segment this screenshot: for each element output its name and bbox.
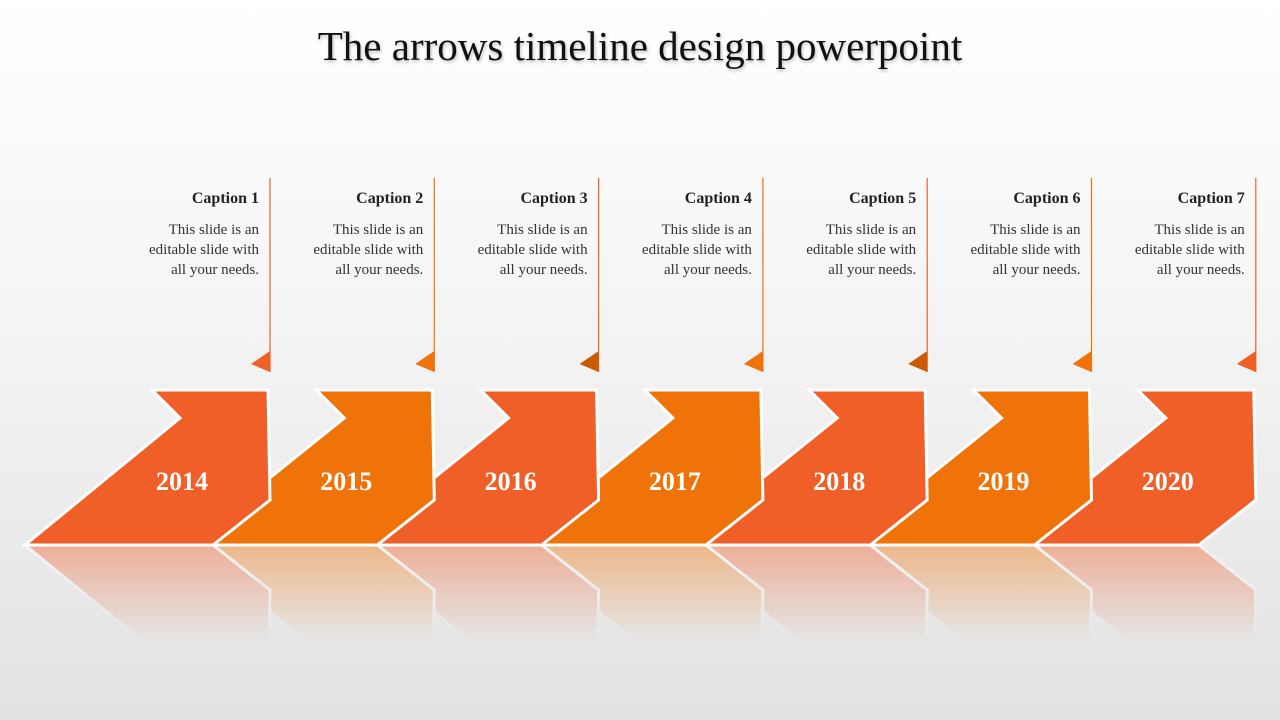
caption-description-line: all your needs. xyxy=(171,262,259,278)
caption-block: Caption 5 This slide is an editable slide … xyxy=(746,190,916,280)
year-label: 2018 xyxy=(813,467,865,496)
caption-title: Caption 7 xyxy=(1177,190,1245,207)
caption-description-line: editable slide with xyxy=(1134,242,1245,258)
caption-block: Caption 6 This slide is an editable slide … xyxy=(911,190,1081,280)
slide-title: The arrows timeline design powerpoint xyxy=(317,23,963,69)
caption-description-line: all your needs. xyxy=(499,262,588,278)
timeline-reflection xyxy=(20,543,1258,702)
caption-description-line: This slide is an xyxy=(332,222,424,238)
caption-block: Caption 3 This slide is an editable slide … xyxy=(418,190,588,280)
caption-description-line: This slide is an xyxy=(168,222,259,238)
year-label: 2019 xyxy=(978,467,1030,496)
stem-marker-triangle xyxy=(251,351,270,372)
year-label: 2014 xyxy=(156,467,208,496)
caption-block: Caption 2 This slide is an editable slide … xyxy=(253,190,423,280)
caption-description-line: editable slide with xyxy=(313,242,424,258)
caption-title: Caption 3 xyxy=(520,190,588,207)
caption-description: This slide is an editable slide with all y… xyxy=(746,220,916,280)
caption-description-line: editable slide with xyxy=(641,242,752,258)
caption-description-line: editable slide with xyxy=(806,242,917,258)
caption-block: Caption 4 This slide is an editable slide … xyxy=(582,190,752,280)
caption-description: This slide is an editable slide with all y… xyxy=(911,220,1081,280)
stem-marker-triangle xyxy=(908,351,928,372)
year-label: 2020 xyxy=(1142,467,1194,496)
caption-stems xyxy=(251,178,1257,372)
caption-description: This slide is an editable slide with all y… xyxy=(582,220,752,280)
caption-description-line: This slide is an xyxy=(825,222,917,238)
caption-description-line: all your needs. xyxy=(992,262,1081,278)
caption-description-line: This slide is an xyxy=(990,222,1081,238)
caption-title: Caption 6 xyxy=(1013,190,1081,207)
caption-title: Caption 4 xyxy=(684,190,752,207)
caption-description-line: This slide is an xyxy=(1154,222,1245,238)
caption-block: Caption 7 This slide is an editable slide … xyxy=(1075,190,1245,280)
caption-description-line: This slide is an xyxy=(497,222,588,238)
caption-description: This slide is an editable slide with all y… xyxy=(1075,220,1245,280)
caption-description-line: editable slide with xyxy=(149,242,259,258)
stem-marker-triangle xyxy=(1072,351,1092,372)
caption-description-line: editable slide with xyxy=(477,242,588,258)
year-label: 2015 xyxy=(320,467,372,496)
caption-description-line: all your needs. xyxy=(335,262,424,278)
caption-title: Caption 5 xyxy=(849,190,917,207)
caption-description: This slide is an editable slide with all y… xyxy=(253,220,423,280)
year-arrows xyxy=(20,388,1258,547)
caption-title: Caption 2 xyxy=(356,190,424,207)
caption-description-line: all your needs. xyxy=(828,262,917,278)
caption-description-line: all your needs. xyxy=(1156,262,1245,278)
caption-title: Caption 1 xyxy=(191,190,259,207)
caption-description: This slide is an editable slide with all y… xyxy=(418,220,588,280)
caption-description-line: all your needs. xyxy=(664,262,752,278)
caption-description-line: This slide is an xyxy=(661,222,752,238)
stem-marker-triangle xyxy=(579,351,599,372)
caption-description: This slide is an editable slide with all y… xyxy=(89,220,259,280)
year-labels: 2014 2015 2016 2017 2018 2019 2020 xyxy=(156,467,1194,496)
caption-block: Caption 1 This slide is an editable slide … xyxy=(89,190,259,280)
stem-marker-triangle xyxy=(743,351,763,372)
year-label: 2017 xyxy=(649,467,701,496)
year-label: 2016 xyxy=(485,467,537,496)
stem-marker-triangle xyxy=(1236,351,1256,372)
year-arrow-reflection xyxy=(20,543,272,702)
caption-description-line: editable slide with xyxy=(970,242,1081,258)
year-arrow-2014 xyxy=(20,388,272,547)
stem-marker-triangle xyxy=(415,351,435,372)
